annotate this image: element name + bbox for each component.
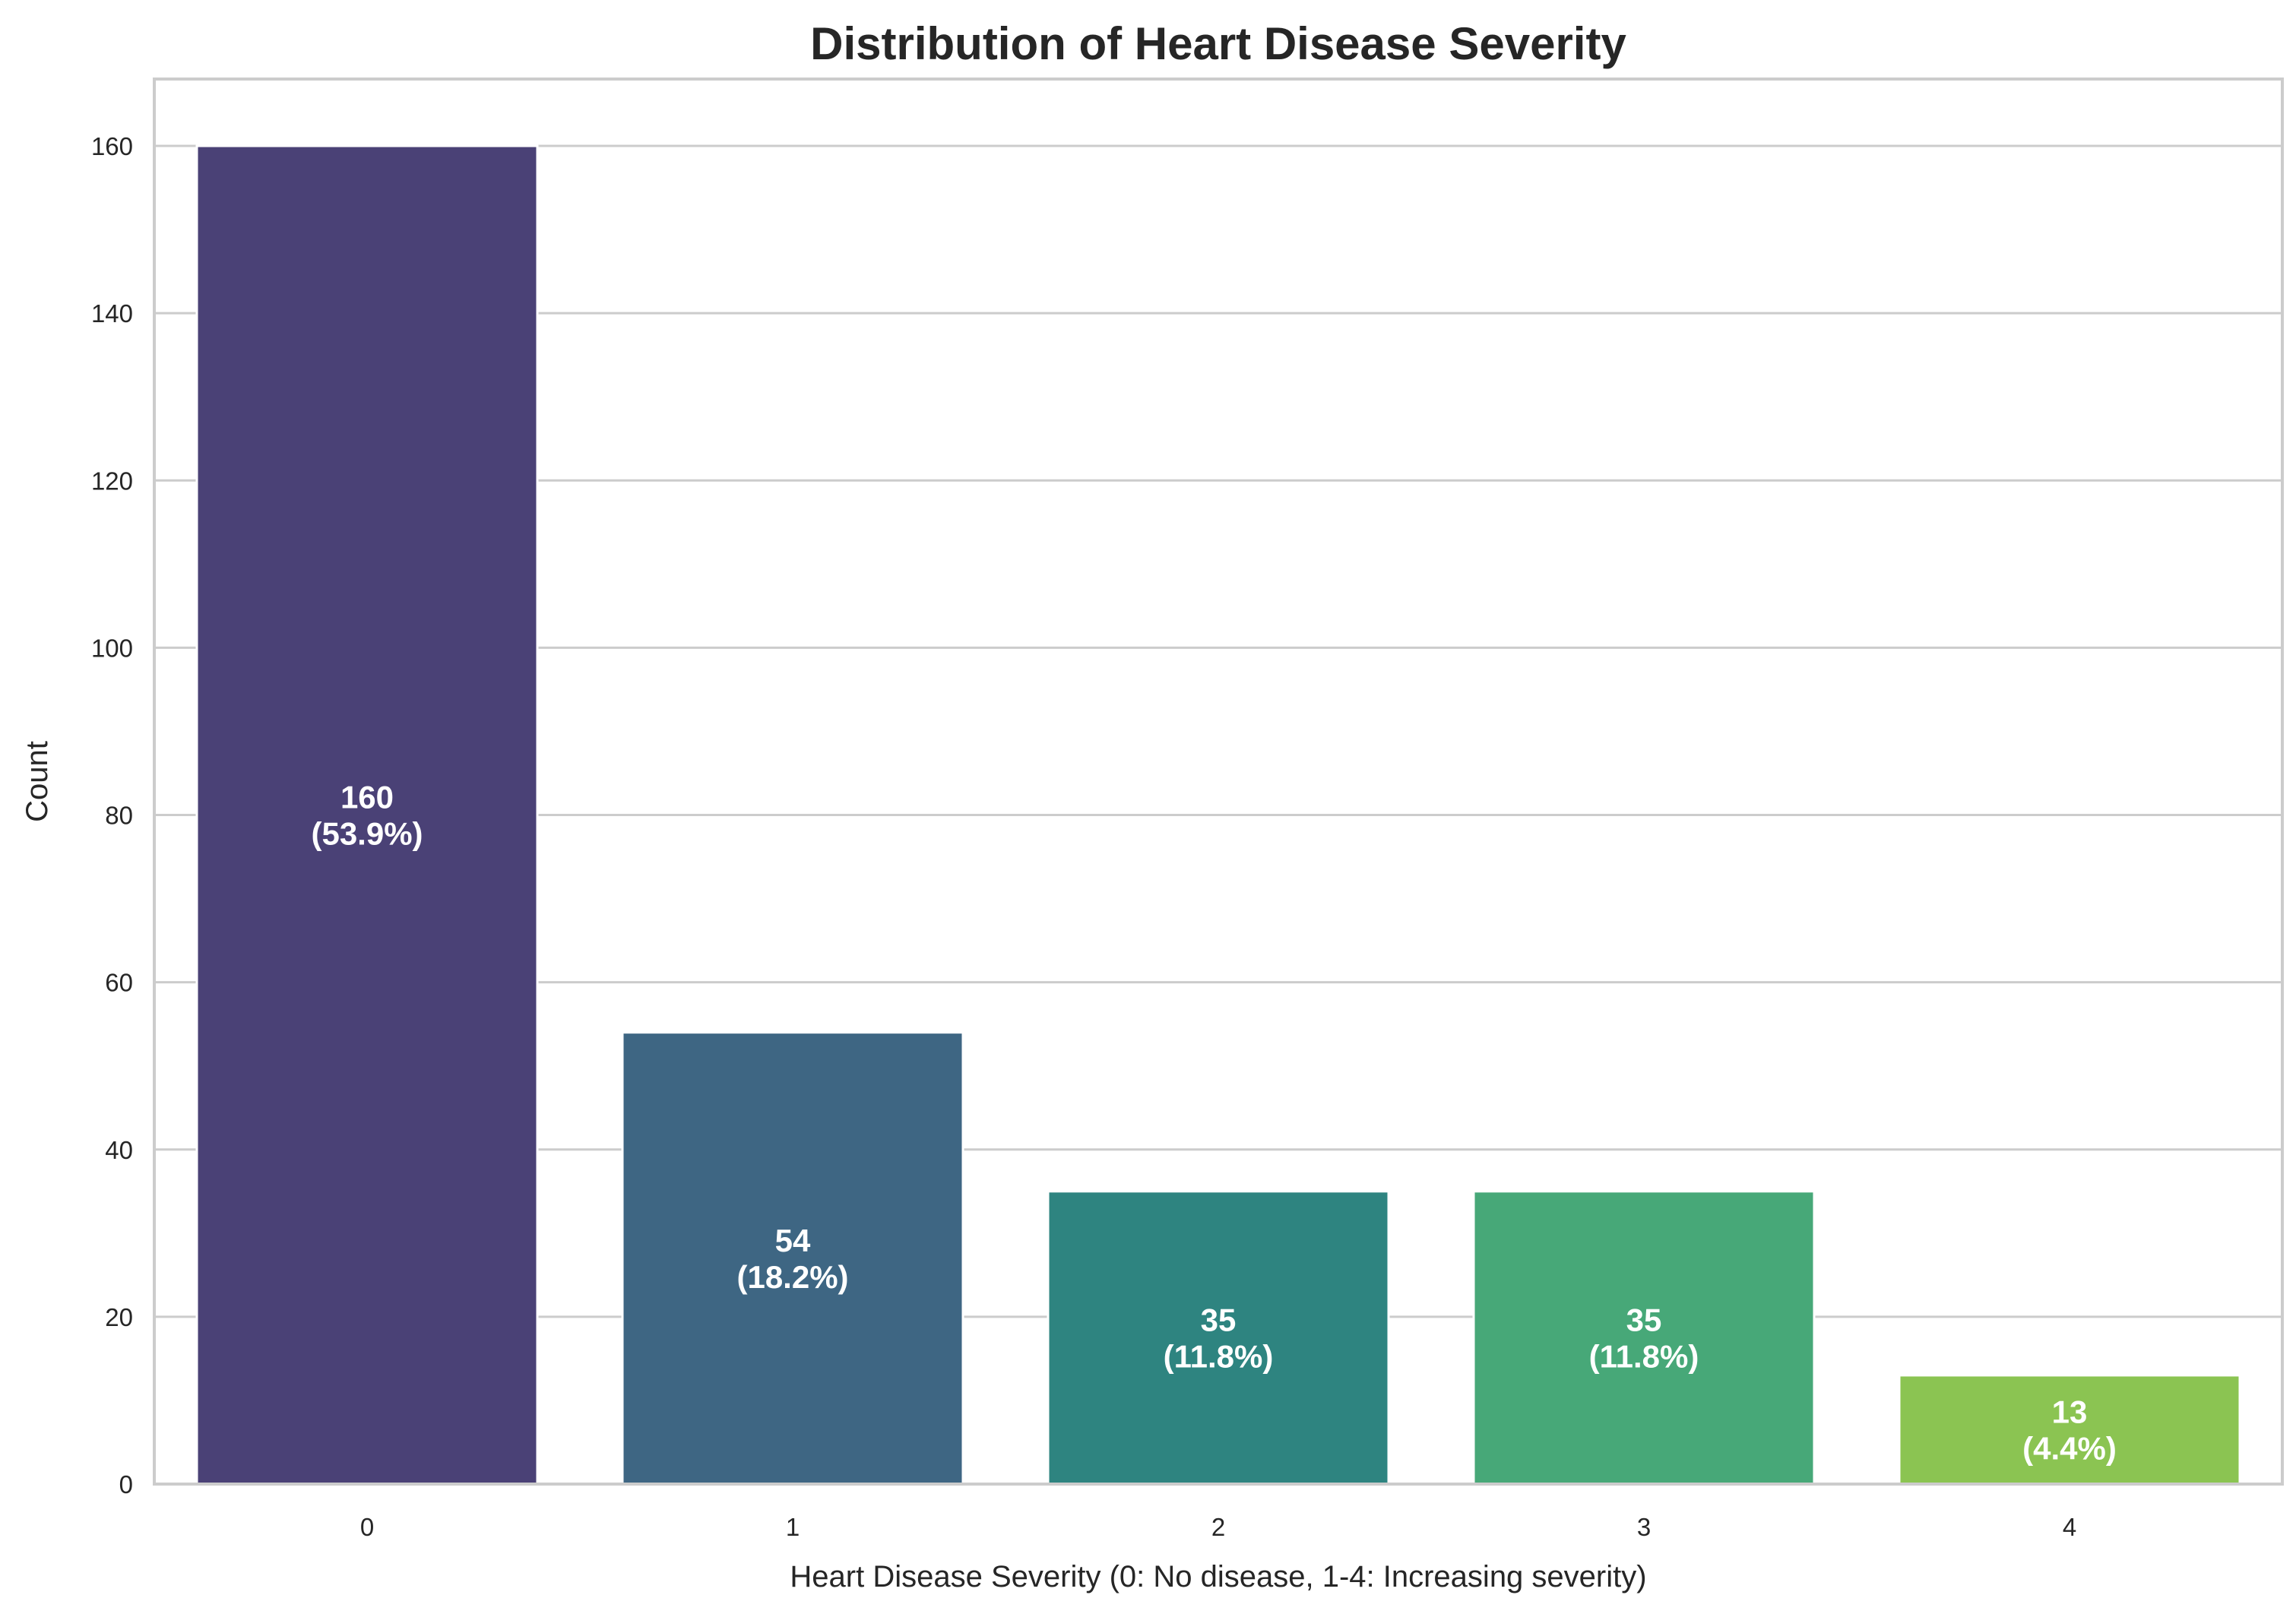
y-tick-label: 80 [105, 802, 133, 830]
y-axis-label: Count [21, 741, 54, 822]
x-tick-label: 2 [1211, 1513, 1225, 1541]
x-axis-ticks: 0 1 2 3 4 [360, 1513, 2076, 1541]
bar-value-label: 35 [1626, 1302, 1662, 1337]
chart-title: Distribution of Heart Disease Severity [810, 18, 1626, 69]
bar-percent-label: (11.8%) [1589, 1338, 1699, 1374]
bar-percent-label: (11.8%) [1164, 1338, 1274, 1374]
y-tick-label: 0 [119, 1470, 133, 1498]
x-tick-label: 0 [360, 1513, 374, 1541]
bar-percent-label: (4.4%) [2022, 1430, 2117, 1466]
bar-1 [621, 1031, 964, 1486]
bar-percent-label: (18.2%) [736, 1259, 848, 1295]
y-tick-label: 60 [105, 969, 133, 997]
y-tick-label: 160 [91, 132, 133, 160]
x-tick-label: 4 [2063, 1513, 2076, 1541]
x-tick-label: 1 [786, 1513, 800, 1541]
bar-value-label: 160 [340, 780, 394, 815]
bar-value-label: 54 [775, 1223, 811, 1258]
plot-frame [153, 78, 2284, 1486]
bar-value-label: 35 [1201, 1302, 1237, 1337]
bar-labels: 160(53.9%)54(18.2%)35(11.8%)35(11.8%)13(… [311, 780, 2116, 1467]
bar-3 [1472, 1190, 1816, 1486]
y-tick-label: 40 [105, 1136, 133, 1164]
y-axis-ticks: 0 20 40 60 80 100 120 140 160 [91, 132, 133, 1498]
bar-0 [195, 144, 539, 1486]
bar-2 [1047, 1190, 1390, 1486]
y-tick-label: 100 [91, 634, 133, 662]
x-axis-label: Heart Disease Severity (0: No disease, 1… [790, 1560, 1646, 1593]
y-tick-label: 120 [91, 467, 133, 495]
bar-percent-label: (53.9%) [311, 816, 423, 852]
bar-value-label: 13 [2052, 1394, 2088, 1429]
y-tick-label: 20 [105, 1303, 133, 1331]
x-tick-label: 3 [1637, 1513, 1651, 1541]
y-tick-label: 140 [91, 299, 133, 328]
bars [195, 144, 2241, 1486]
